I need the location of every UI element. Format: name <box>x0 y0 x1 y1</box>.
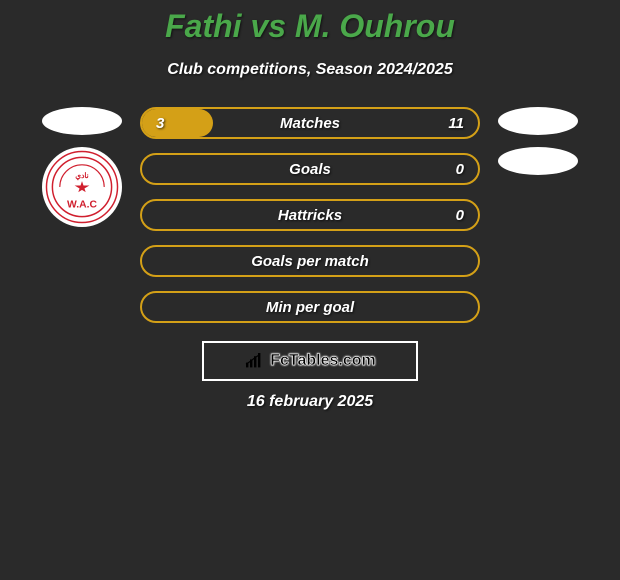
player1-name: Fathi <box>165 8 241 44</box>
vs-text: vs <box>250 8 286 44</box>
player2-club-placeholder <box>498 147 578 175</box>
player2-name: M. Ouhrou <box>295 8 455 44</box>
date-text: 16 february 2025 <box>0 393 620 411</box>
stat-bar-goals-per-match: Goals per match <box>140 245 480 277</box>
chart-icon <box>244 353 264 369</box>
stats-column: 3Matches11Goals0Hattricks0Goals per matc… <box>140 107 480 323</box>
right-side-col <box>498 107 578 175</box>
stat-bar-goals: Goals0 <box>140 153 480 185</box>
stat-label: Goals per match <box>142 253 478 270</box>
stat-bar-hattricks: Hattricks0 <box>140 199 480 231</box>
branding-text: FcTables.com <box>270 352 376 370</box>
page-title: Fathi vs M. Ouhrou <box>0 8 620 45</box>
stat-label: Matches <box>142 115 478 132</box>
stat-right-value: 11 <box>448 115 464 132</box>
stat-bar-min-per-goal: Min per goal <box>140 291 480 323</box>
stat-right-value: 0 <box>456 207 464 224</box>
stat-label: Min per goal <box>142 299 478 316</box>
stat-bar-matches: 3Matches11 <box>140 107 480 139</box>
svg-text:W.A.C: W.A.C <box>67 200 97 211</box>
player2-flag-placeholder <box>498 107 578 135</box>
comparison-card: Fathi vs M. Ouhrou Club competitions, Se… <box>0 0 620 411</box>
stat-right-value: 0 <box>456 161 464 178</box>
player1-club-logo: نادي W.A.C <box>42 147 122 227</box>
stat-label: Goals <box>142 161 478 178</box>
branding-box[interactable]: FcTables.com <box>202 341 418 381</box>
wydad-logo-icon: نادي W.A.C <box>45 150 119 224</box>
main-row: نادي W.A.C 3Matches11Goals0Hattricks0Goa… <box>0 107 620 323</box>
stat-label: Hattricks <box>142 207 478 224</box>
svg-text:نادي: نادي <box>75 171 88 181</box>
left-side-col: نادي W.A.C <box>42 107 122 227</box>
subtitle: Club competitions, Season 2024/2025 <box>0 61 620 79</box>
player1-flag-placeholder <box>42 107 122 135</box>
